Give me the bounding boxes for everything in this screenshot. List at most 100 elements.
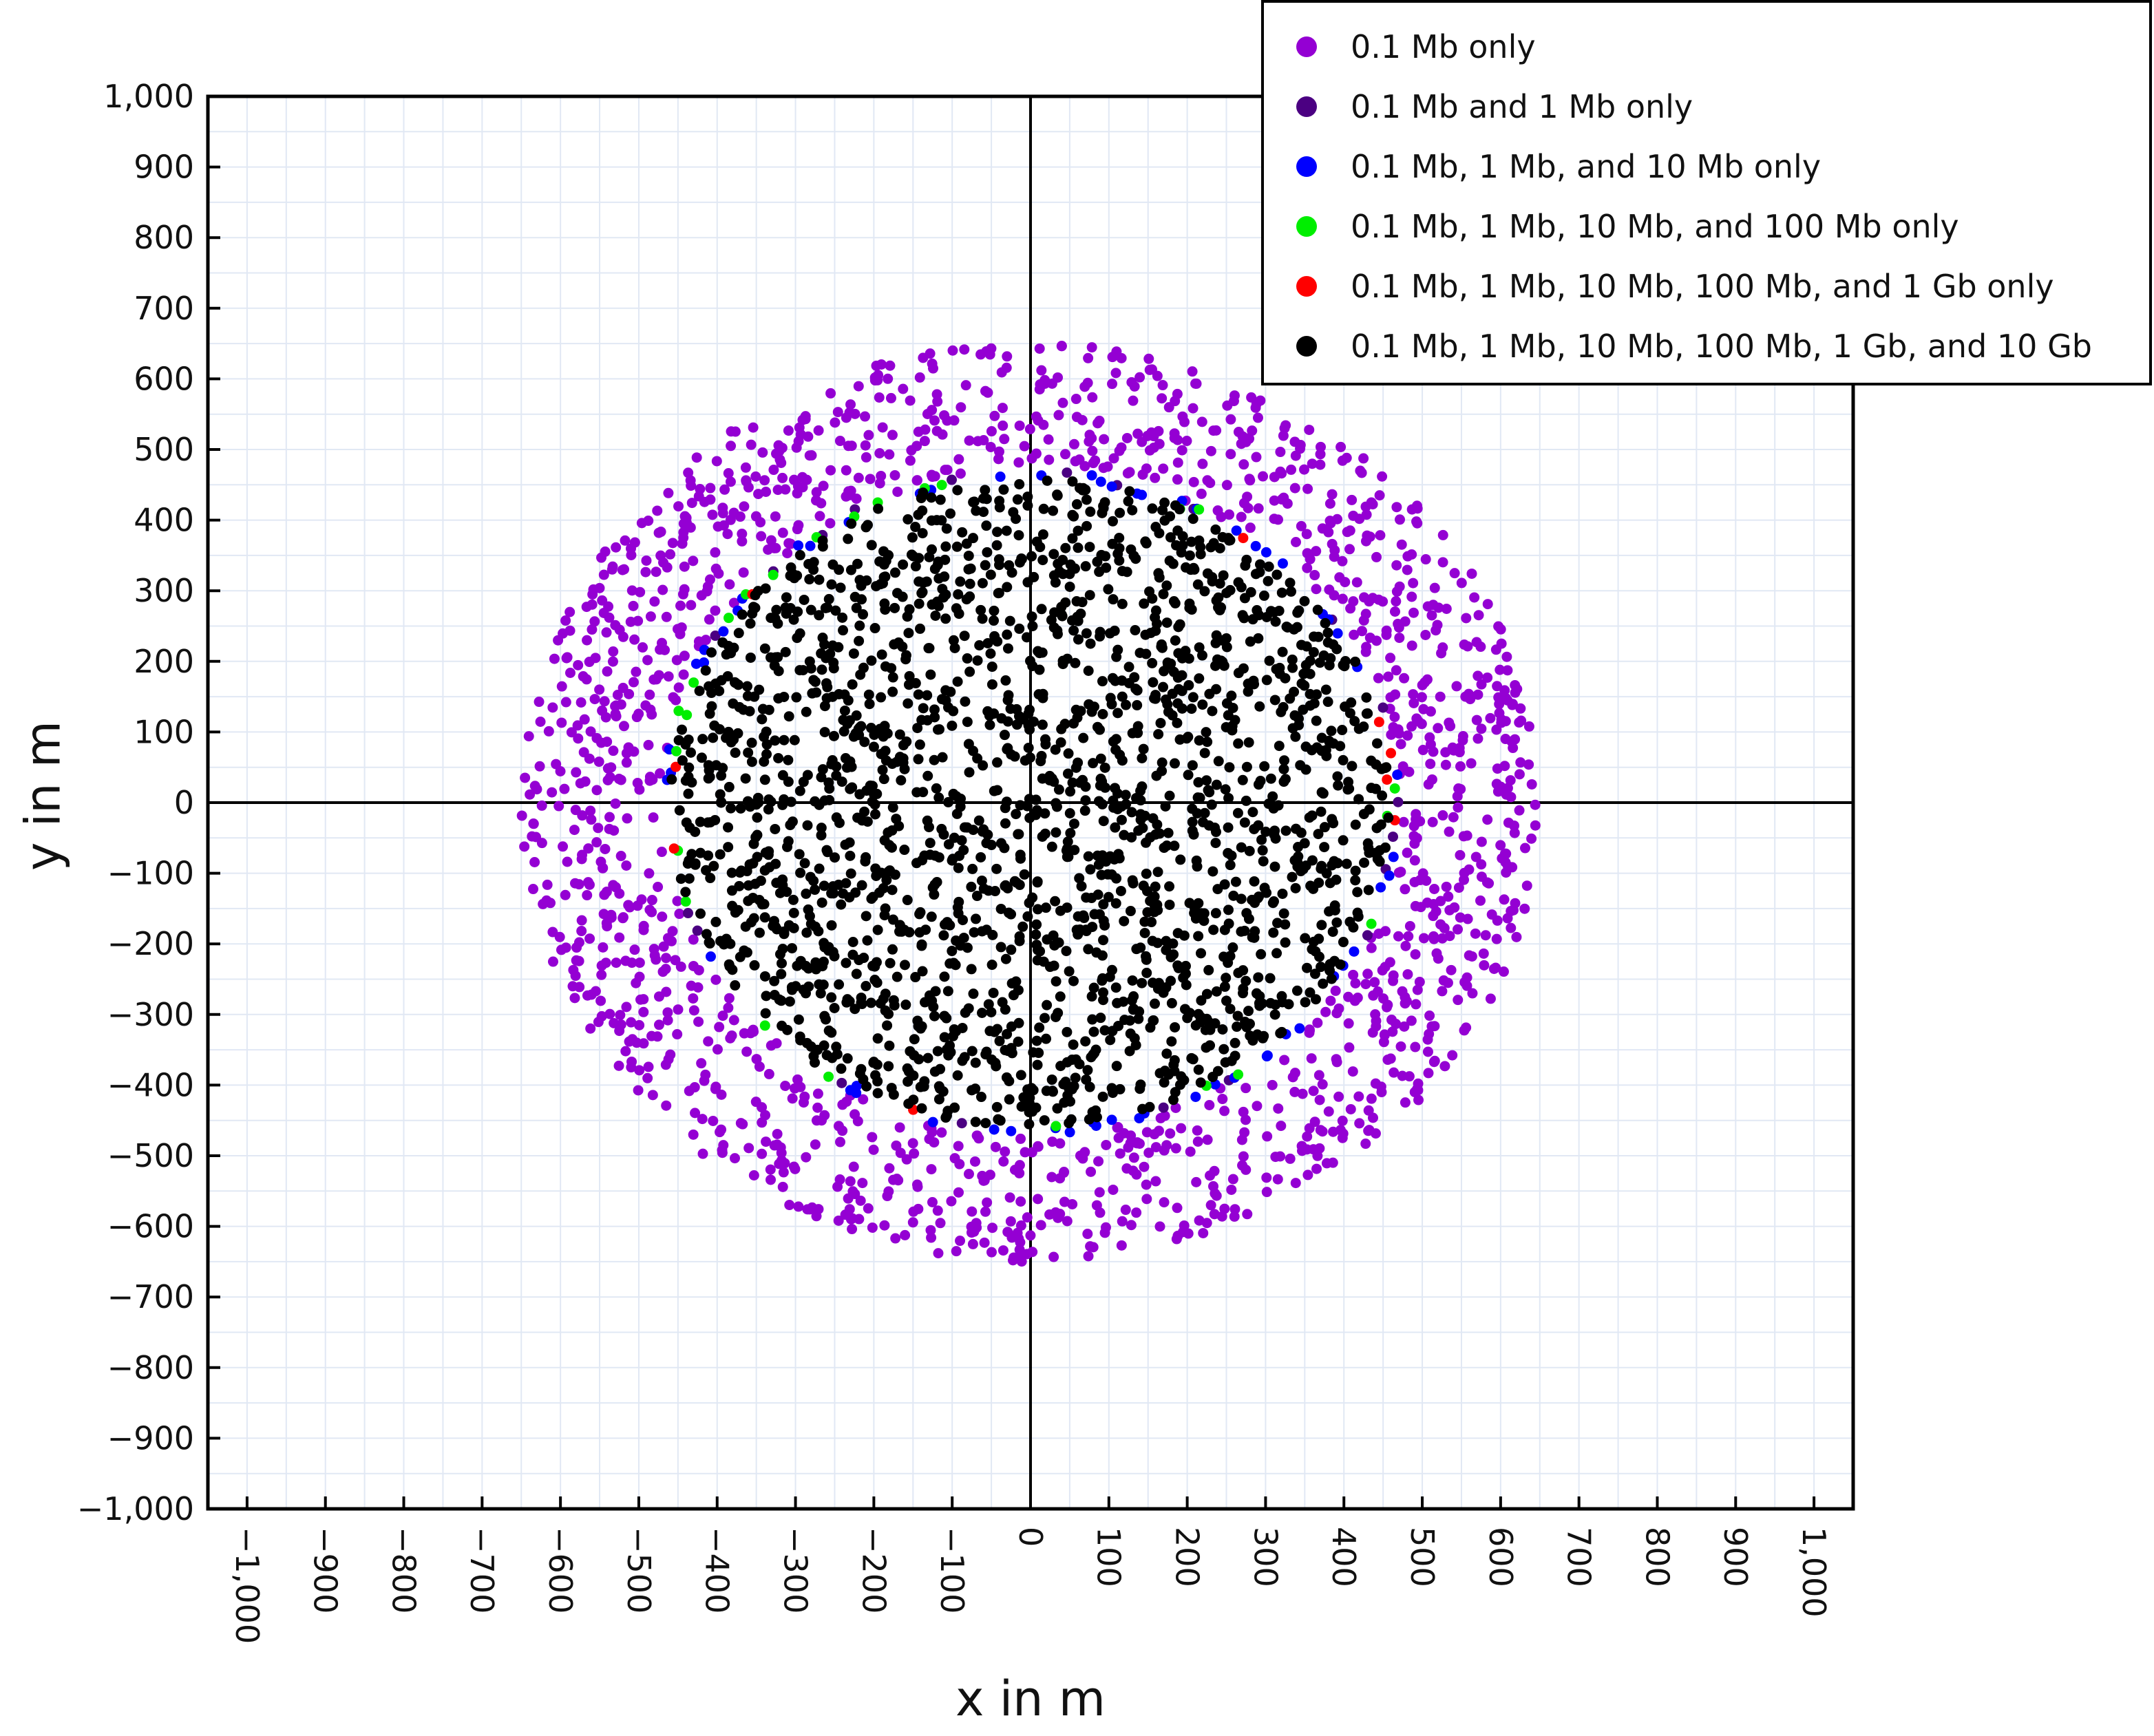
data-point <box>941 523 952 534</box>
data-point <box>1385 653 1396 664</box>
data-point <box>1411 999 1422 1010</box>
data-point <box>1406 591 1417 602</box>
data-point <box>1062 1216 1073 1227</box>
data-point <box>851 968 862 980</box>
data-point <box>1275 447 1286 458</box>
data-point <box>1311 689 1322 700</box>
data-point <box>1070 394 1081 405</box>
data-point <box>1515 703 1526 714</box>
data-point <box>1328 818 1339 829</box>
data-point <box>898 740 909 751</box>
data-point <box>801 706 812 717</box>
data-point <box>1090 1044 1101 1055</box>
data-point <box>1240 1083 1252 1094</box>
data-point <box>843 441 854 452</box>
data-point <box>1352 907 1363 918</box>
data-point <box>872 924 883 935</box>
data-point <box>615 699 626 710</box>
data-point <box>1137 469 1148 480</box>
data-point <box>1306 1053 1317 1064</box>
data-point <box>1304 1025 1315 1036</box>
data-point <box>737 529 748 540</box>
data-point <box>1080 485 1091 496</box>
data-point <box>1172 457 1183 468</box>
data-point <box>1154 1221 1165 1232</box>
data-point <box>1123 496 1134 507</box>
data-point <box>1263 575 1274 586</box>
data-point <box>1108 516 1119 527</box>
data-point <box>1120 1205 1131 1216</box>
data-point <box>1335 1125 1346 1136</box>
data-point <box>1150 472 1161 483</box>
data-point <box>538 898 549 909</box>
data-point <box>697 734 708 745</box>
data-point <box>794 1031 805 1042</box>
data-point <box>838 726 849 737</box>
data-point <box>851 494 862 505</box>
data-point <box>726 803 737 814</box>
data-point <box>1016 1101 1027 1112</box>
data-point <box>1320 1006 1331 1017</box>
data-point <box>1106 869 1117 880</box>
data-point <box>1199 807 1210 818</box>
data-point <box>1093 1156 1104 1167</box>
data-point <box>1508 820 1519 831</box>
data-point <box>640 567 651 578</box>
data-point <box>911 858 922 869</box>
data-point <box>958 932 969 943</box>
data-point <box>751 799 762 810</box>
data-point <box>690 1108 701 1119</box>
data-point <box>1471 714 1482 726</box>
data-point <box>1115 507 1126 518</box>
data-point <box>1428 933 1439 944</box>
data-point <box>1453 882 1464 893</box>
data-point <box>1257 1033 1268 1044</box>
data-point <box>883 373 894 384</box>
data-point <box>757 1102 768 1113</box>
data-point <box>1253 633 1264 644</box>
data-point <box>845 850 856 861</box>
data-point <box>856 721 867 732</box>
data-point <box>989 1124 1000 1135</box>
data-point <box>880 745 891 756</box>
data-point <box>1373 594 1384 605</box>
data-point <box>894 729 905 740</box>
data-point <box>901 1154 912 1165</box>
data-point <box>604 612 615 623</box>
data-point <box>1062 836 1073 847</box>
data-point <box>710 631 721 642</box>
data-point <box>947 946 958 957</box>
data-point <box>1492 681 1503 692</box>
data-point <box>1013 457 1024 468</box>
data-point <box>1040 902 1051 913</box>
data-point <box>1012 494 1023 505</box>
data-point <box>680 896 691 907</box>
data-point <box>1453 924 1464 935</box>
data-point <box>852 812 863 823</box>
data-point <box>1121 567 1132 578</box>
data-point <box>834 817 845 828</box>
data-point <box>1400 940 1411 951</box>
data-point <box>1097 1091 1108 1102</box>
data-point <box>1086 991 1097 1002</box>
data-point <box>1109 854 1120 865</box>
data-point <box>1081 520 1092 531</box>
data-point <box>1389 1067 1400 1078</box>
data-point <box>1393 931 1404 942</box>
data-point <box>710 563 721 574</box>
data-point <box>1046 841 1057 852</box>
data-point <box>1322 627 1333 638</box>
data-point <box>1223 847 1234 858</box>
data-point <box>890 1233 901 1244</box>
data-point <box>1002 1227 1013 1238</box>
data-point <box>1300 933 1311 944</box>
data-point <box>1037 831 1048 842</box>
data-point <box>939 1010 950 1022</box>
data-point <box>1309 1116 1320 1128</box>
data-point <box>1267 1079 1278 1090</box>
data-point <box>1225 584 1236 595</box>
data-point <box>1345 1103 1356 1114</box>
x-tick-label: −1,000 <box>229 1527 266 1644</box>
data-point <box>1023 742 1034 753</box>
data-point <box>1428 898 1439 909</box>
